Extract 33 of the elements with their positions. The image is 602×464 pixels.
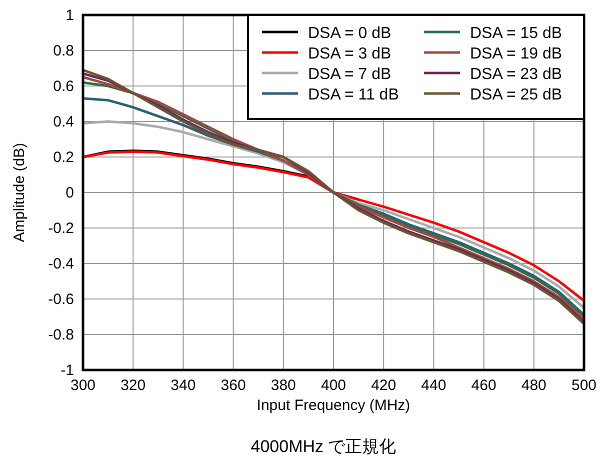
y-tick-label: 0.6 <box>53 78 74 95</box>
text: 4000MHz で正規化 <box>250 437 396 456</box>
y-tick-label: -0.6 <box>48 291 74 308</box>
x-tick-label: 400 <box>320 377 346 394</box>
x-axis-title: Input Frequency (MHz) <box>256 397 410 414</box>
y-tick-label: 0 <box>66 184 74 202</box>
y-tick-label: 1 <box>66 7 74 24</box>
y-tick-label: -0.8 <box>48 326 74 344</box>
y-tick-label: 0.2 <box>53 149 74 166</box>
legend-label: DSA = 7 dB <box>308 66 392 83</box>
x-tick-label: 440 <box>421 377 446 394</box>
legend-label: DSA = 25 dB <box>470 86 562 104</box>
y-tick-label: -1 <box>60 362 74 379</box>
x-tick-label: 340 <box>170 377 196 394</box>
x-tick-label: 480 <box>521 377 546 394</box>
x-tick-label: 420 <box>371 377 396 394</box>
legend-label: DSA = 19 dB <box>470 46 562 62</box>
y-tick-label: -0.2 <box>48 220 74 237</box>
x-tick-label: 380 <box>270 377 296 394</box>
x-tick-label: 360 <box>220 377 246 394</box>
x-tick-label: 500 <box>571 377 597 394</box>
legend-label: DSA = 3 dB <box>308 46 392 62</box>
legend-label: DSA = 0 dB <box>308 25 392 42</box>
x-tick-label: 300 <box>70 377 96 394</box>
legend-label: DSA = 23 dB <box>470 66 562 83</box>
x-tick-label: 320 <box>120 377 146 394</box>
legend-label: DSA = 11 dB <box>308 86 399 104</box>
y-axis-title: Amplitude (dB) <box>11 142 28 242</box>
y-tick-label: 0.4 <box>53 114 74 130</box>
legend-label: DSA = 15 dB <box>470 25 562 42</box>
x-tick-label: 460 <box>471 377 496 394</box>
y-tick-label: 0.8 <box>53 42 74 60</box>
y-tick-label: -0.4 <box>48 256 74 272</box>
